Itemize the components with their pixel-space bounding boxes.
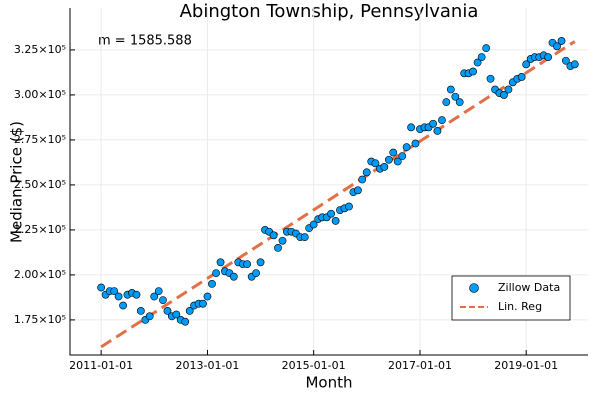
data-point xyxy=(522,60,531,69)
data-point xyxy=(473,58,482,67)
data-point xyxy=(393,157,402,166)
data-point xyxy=(203,292,212,301)
data-point xyxy=(331,217,340,225)
data-point xyxy=(371,159,380,168)
x-tick-label: 2019-01-01 xyxy=(494,359,558,372)
y-tick-label: 3.25×10⁵ xyxy=(14,43,66,56)
data-point xyxy=(145,312,154,321)
data-point xyxy=(269,231,278,240)
data-point xyxy=(208,280,216,288)
y-tick-label: 2.25×10⁵ xyxy=(14,223,66,236)
data-point xyxy=(327,209,336,218)
data-point xyxy=(243,260,252,269)
data-point xyxy=(136,307,145,315)
x-axis-label: Month xyxy=(305,374,352,392)
data-point xyxy=(97,283,106,292)
data-point xyxy=(553,42,561,51)
data-point xyxy=(517,73,526,81)
data-point xyxy=(433,127,442,135)
axes xyxy=(69,8,588,356)
y-axis-label: Median Price ($) xyxy=(8,121,26,243)
x-tick-label: 2013-01-01 xyxy=(175,359,239,372)
data-point xyxy=(446,85,455,94)
data-point xyxy=(557,37,566,45)
data-point xyxy=(154,287,163,296)
data-point xyxy=(150,292,159,301)
data-point xyxy=(163,307,172,315)
y-tick-label: 2.50×10⁵ xyxy=(14,178,66,191)
data-point xyxy=(398,152,407,161)
data-point xyxy=(216,258,225,267)
y-tick-label: 3.00×10⁵ xyxy=(14,88,66,101)
data-point xyxy=(278,236,287,245)
data-point xyxy=(362,168,371,177)
data-point xyxy=(389,148,398,157)
data-point xyxy=(119,301,127,310)
data-point xyxy=(159,296,167,305)
data-point xyxy=(274,244,282,252)
data-point xyxy=(477,53,486,62)
data-point xyxy=(110,287,119,296)
y-tick-label: 1.75×10⁵ xyxy=(14,313,66,326)
x-tick-label: 2017-01-01 xyxy=(388,359,452,372)
legend-label: Zillow Data xyxy=(498,281,560,294)
data-point xyxy=(455,98,464,107)
data-point xyxy=(199,299,207,308)
data-point xyxy=(442,98,451,107)
data-point xyxy=(345,202,353,211)
data-point xyxy=(252,269,260,278)
data-point xyxy=(500,91,508,99)
data-point xyxy=(185,307,194,315)
data-point xyxy=(309,220,318,229)
data-point xyxy=(172,310,181,319)
data-point xyxy=(181,317,190,326)
data-point xyxy=(486,74,495,83)
data-point xyxy=(504,85,513,94)
x-tick-label: 2015-01-01 xyxy=(282,359,346,372)
data-point xyxy=(451,92,460,101)
data-point xyxy=(212,269,220,278)
data-point xyxy=(544,53,553,62)
y-tick-label: 2.00×10⁵ xyxy=(14,268,66,281)
data-point xyxy=(407,123,416,132)
data-point xyxy=(229,272,238,281)
y-tick-label: 2.75×10⁵ xyxy=(14,133,66,146)
legend-box xyxy=(451,275,571,321)
data-point xyxy=(300,233,309,242)
data-point xyxy=(256,258,265,267)
data-point xyxy=(482,44,491,53)
legend-marker xyxy=(469,283,479,293)
data-point xyxy=(411,139,420,148)
data-point xyxy=(561,56,570,65)
data-point xyxy=(469,67,477,76)
data-point xyxy=(353,186,362,195)
data-point xyxy=(358,175,367,184)
data-point xyxy=(438,116,446,125)
data-point xyxy=(114,292,123,301)
annotation: m = 1585.588 xyxy=(98,34,192,49)
legend-label: Lin. Reg xyxy=(498,300,542,313)
x-tick-label: 2011-01-01 xyxy=(69,359,133,372)
data-point xyxy=(380,163,389,171)
data-point xyxy=(402,143,411,152)
data-point xyxy=(429,119,437,128)
chart-title: Abington Township, Pennsylvania xyxy=(180,1,479,22)
data-point xyxy=(384,155,393,164)
data-point xyxy=(132,290,141,299)
data-point xyxy=(570,60,579,69)
